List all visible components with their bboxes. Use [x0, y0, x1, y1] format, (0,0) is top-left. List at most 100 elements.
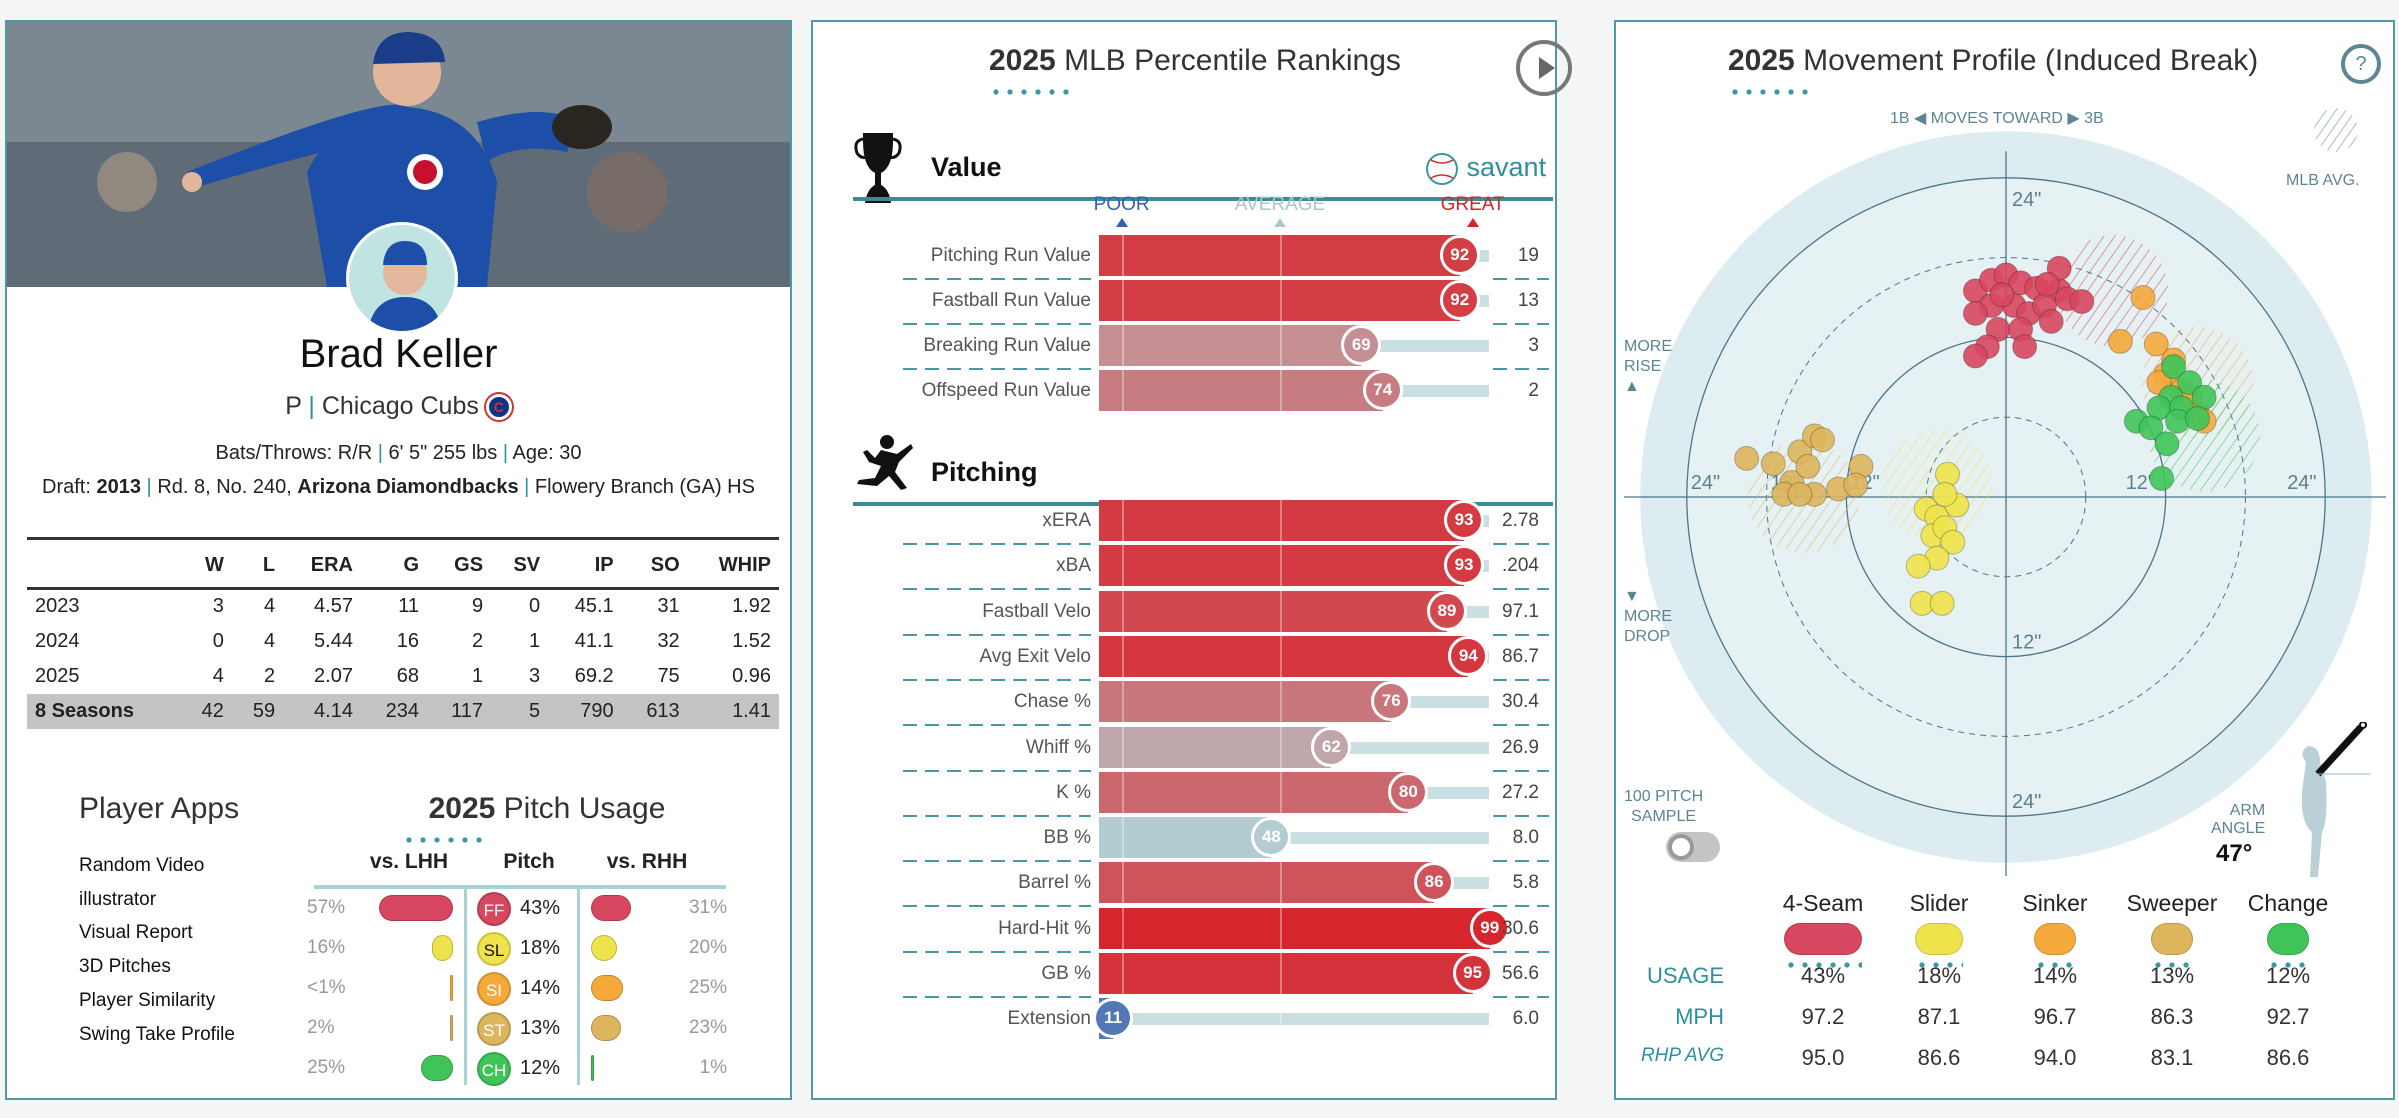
percentile-badge: 93: [1444, 545, 1485, 586]
percentile-bar: [1099, 545, 1465, 587]
usage-divider: [464, 885, 467, 1085]
play-icon: [1539, 57, 1555, 79]
draft-label: Draft:: [42, 476, 91, 498]
stats-cell: 3: [212, 595, 224, 618]
baseball-icon: [1426, 153, 1458, 185]
stats-cell: 41.1: [574, 629, 614, 652]
percentile-row[interactable]: Fastball Velo 89 97.1: [813, 590, 1559, 632]
percentile-row[interactable]: Offspeed Run Value 74 2: [813, 370, 1559, 411]
percentile-row[interactable]: xERA 93 2.78: [813, 500, 1559, 541]
percentile-row[interactable]: xBA 93 .204: [813, 545, 1559, 587]
pitch-rhp_avg: 95.0: [1801, 1045, 1845, 1070]
stats-header: GS: [427, 537, 492, 590]
pitch-color-swatch[interactable]: [1784, 923, 1862, 955]
row-separator: [1493, 588, 1549, 591]
pitch-type-badge: ST: [477, 1012, 511, 1046]
more-drop-label: ▼ MORE DROP: [1624, 588, 1672, 645]
percentile-row[interactable]: Breaking Run Value 69 3: [813, 325, 1559, 366]
average-gridline: [1280, 370, 1282, 411]
pitch-usage: 12%: [2265, 963, 2311, 988]
percentile-badge: 86: [1414, 862, 1455, 903]
row-separator: [903, 950, 1091, 953]
pitch-name: Change: [2247, 890, 2329, 916]
pitch-point: [1809, 427, 1835, 453]
average-gridline: [1280, 907, 1282, 949]
metric-value: 6.0: [1512, 1008, 1539, 1030]
percentile-badge: 11: [1093, 998, 1134, 1039]
stats-cell: 1: [471, 664, 484, 687]
vs-lhh-header: vs. LHH: [369, 850, 449, 873]
row-separator: [1493, 905, 1549, 908]
scale-poor-marker: [1115, 218, 1128, 227]
percentile-row[interactable]: Extension 11 6.0: [813, 998, 1559, 1040]
stats-header: L: [231, 537, 284, 590]
pitch-point: [2191, 384, 2217, 410]
metric-value: .204: [1502, 555, 1539, 577]
stats-cell: 2: [263, 664, 276, 687]
usage-divider: [577, 885, 580, 1085]
player-app-link[interactable]: Visual Report: [79, 922, 193, 944]
stats-cell: 1: [529, 629, 541, 652]
metric-value: 27.2: [1502, 781, 1539, 803]
pitch-sample-toggle[interactable]: [1666, 832, 1720, 862]
section-title: Pitching: [931, 457, 1038, 487]
help-button[interactable]: ?: [2341, 44, 2381, 84]
percentile-row[interactable]: BB % 48 8.0: [813, 817, 1559, 859]
percentile-row[interactable]: Chase % 76 30.4: [813, 681, 1559, 723]
savant-logo[interactable]: savant: [1425, 152, 1546, 186]
player-app-link[interactable]: Player Similarity: [79, 989, 216, 1011]
player-app-link[interactable]: Swing Take Profile: [79, 1023, 235, 1045]
pitch-color-swatch[interactable]: [2034, 923, 2076, 955]
pitch-color-swatch[interactable]: [1915, 923, 1963, 955]
ring-label: 24": [1691, 472, 1720, 494]
stats-cell: 0: [529, 595, 541, 618]
player-app-link[interactable]: Random Video: [79, 855, 205, 876]
stats-cell: 68: [396, 664, 420, 687]
pitch-sample-label: 100 PITCH SAMPLE: [1624, 788, 1704, 825]
stats-cell: 5.44: [314, 629, 353, 652]
arm-angle-value: 47°: [2216, 840, 2253, 867]
average-gridline: [1280, 590, 1282, 632]
percentile-bar: [1099, 500, 1465, 541]
pitch-point: [2154, 431, 2180, 457]
play-button[interactable]: [1516, 40, 1572, 96]
pitch-name: 4-Seam: [1782, 890, 1864, 916]
stats-header: SO: [621, 537, 688, 590]
team-link[interactable]: Chicago Cubs: [321, 392, 479, 420]
player-app-link[interactable]: illustrator: [79, 888, 157, 910]
player-app-link[interactable]: 3D Pitches: [79, 956, 171, 978]
stats-cell: 4: [212, 664, 224, 687]
percentile-row[interactable]: Whiff % 62 26.9: [813, 726, 1559, 768]
percentile-row[interactable]: K % 80 27.2: [813, 771, 1559, 813]
stats-cell: 32: [657, 629, 680, 652]
row-separator: [903, 678, 1091, 681]
poor-gridline: [1121, 635, 1124, 677]
poor-gridline: [1121, 500, 1124, 541]
poor-gridline: [1121, 726, 1124, 768]
row-separator: [1493, 278, 1549, 280]
pitch-color-swatch[interactable]: [2151, 923, 2193, 955]
direction-label: 1B ◀ MOVES TOWARD ▶ 3B: [1890, 110, 2104, 127]
pitch-color-swatch[interactable]: [2267, 923, 2309, 955]
trophy-icon: [853, 127, 903, 212]
row-separator: [903, 860, 1091, 863]
percentile-row[interactable]: GB % 95 56.6: [813, 953, 1559, 994]
stats-cell: 790: [548, 693, 622, 729]
percentile-row[interactable]: Hard-Hit % 99 30.6: [813, 907, 1559, 949]
percentile-row[interactable]: Pitching Run Value 92 19: [813, 235, 1559, 276]
stats-header: WHIP: [687, 537, 779, 590]
rhh-usage-pct: 25%: [688, 977, 727, 998]
average-gridline: [1280, 500, 1282, 541]
percentile-row[interactable]: Barrel % 86 5.8: [813, 862, 1559, 904]
percentile-row[interactable]: Avg Exit Velo 94 86.7: [813, 635, 1559, 677]
poor-gridline: [1121, 817, 1124, 859]
stats-header: [27, 537, 181, 590]
age: Age: 30: [512, 442, 582, 464]
percentile-bar: [1099, 817, 1272, 859]
pitch-point: [1989, 282, 2015, 308]
vs-rhh-header: vs. RHH: [606, 850, 688, 873]
separator: |: [308, 392, 315, 420]
metric-label: K %: [1056, 781, 1091, 803]
percentile-row[interactable]: Fastball Run Value 92 13: [813, 280, 1559, 321]
movement-scatter-chart: 24"24"18"12"12"24"12"24": [1624, 108, 2386, 877]
